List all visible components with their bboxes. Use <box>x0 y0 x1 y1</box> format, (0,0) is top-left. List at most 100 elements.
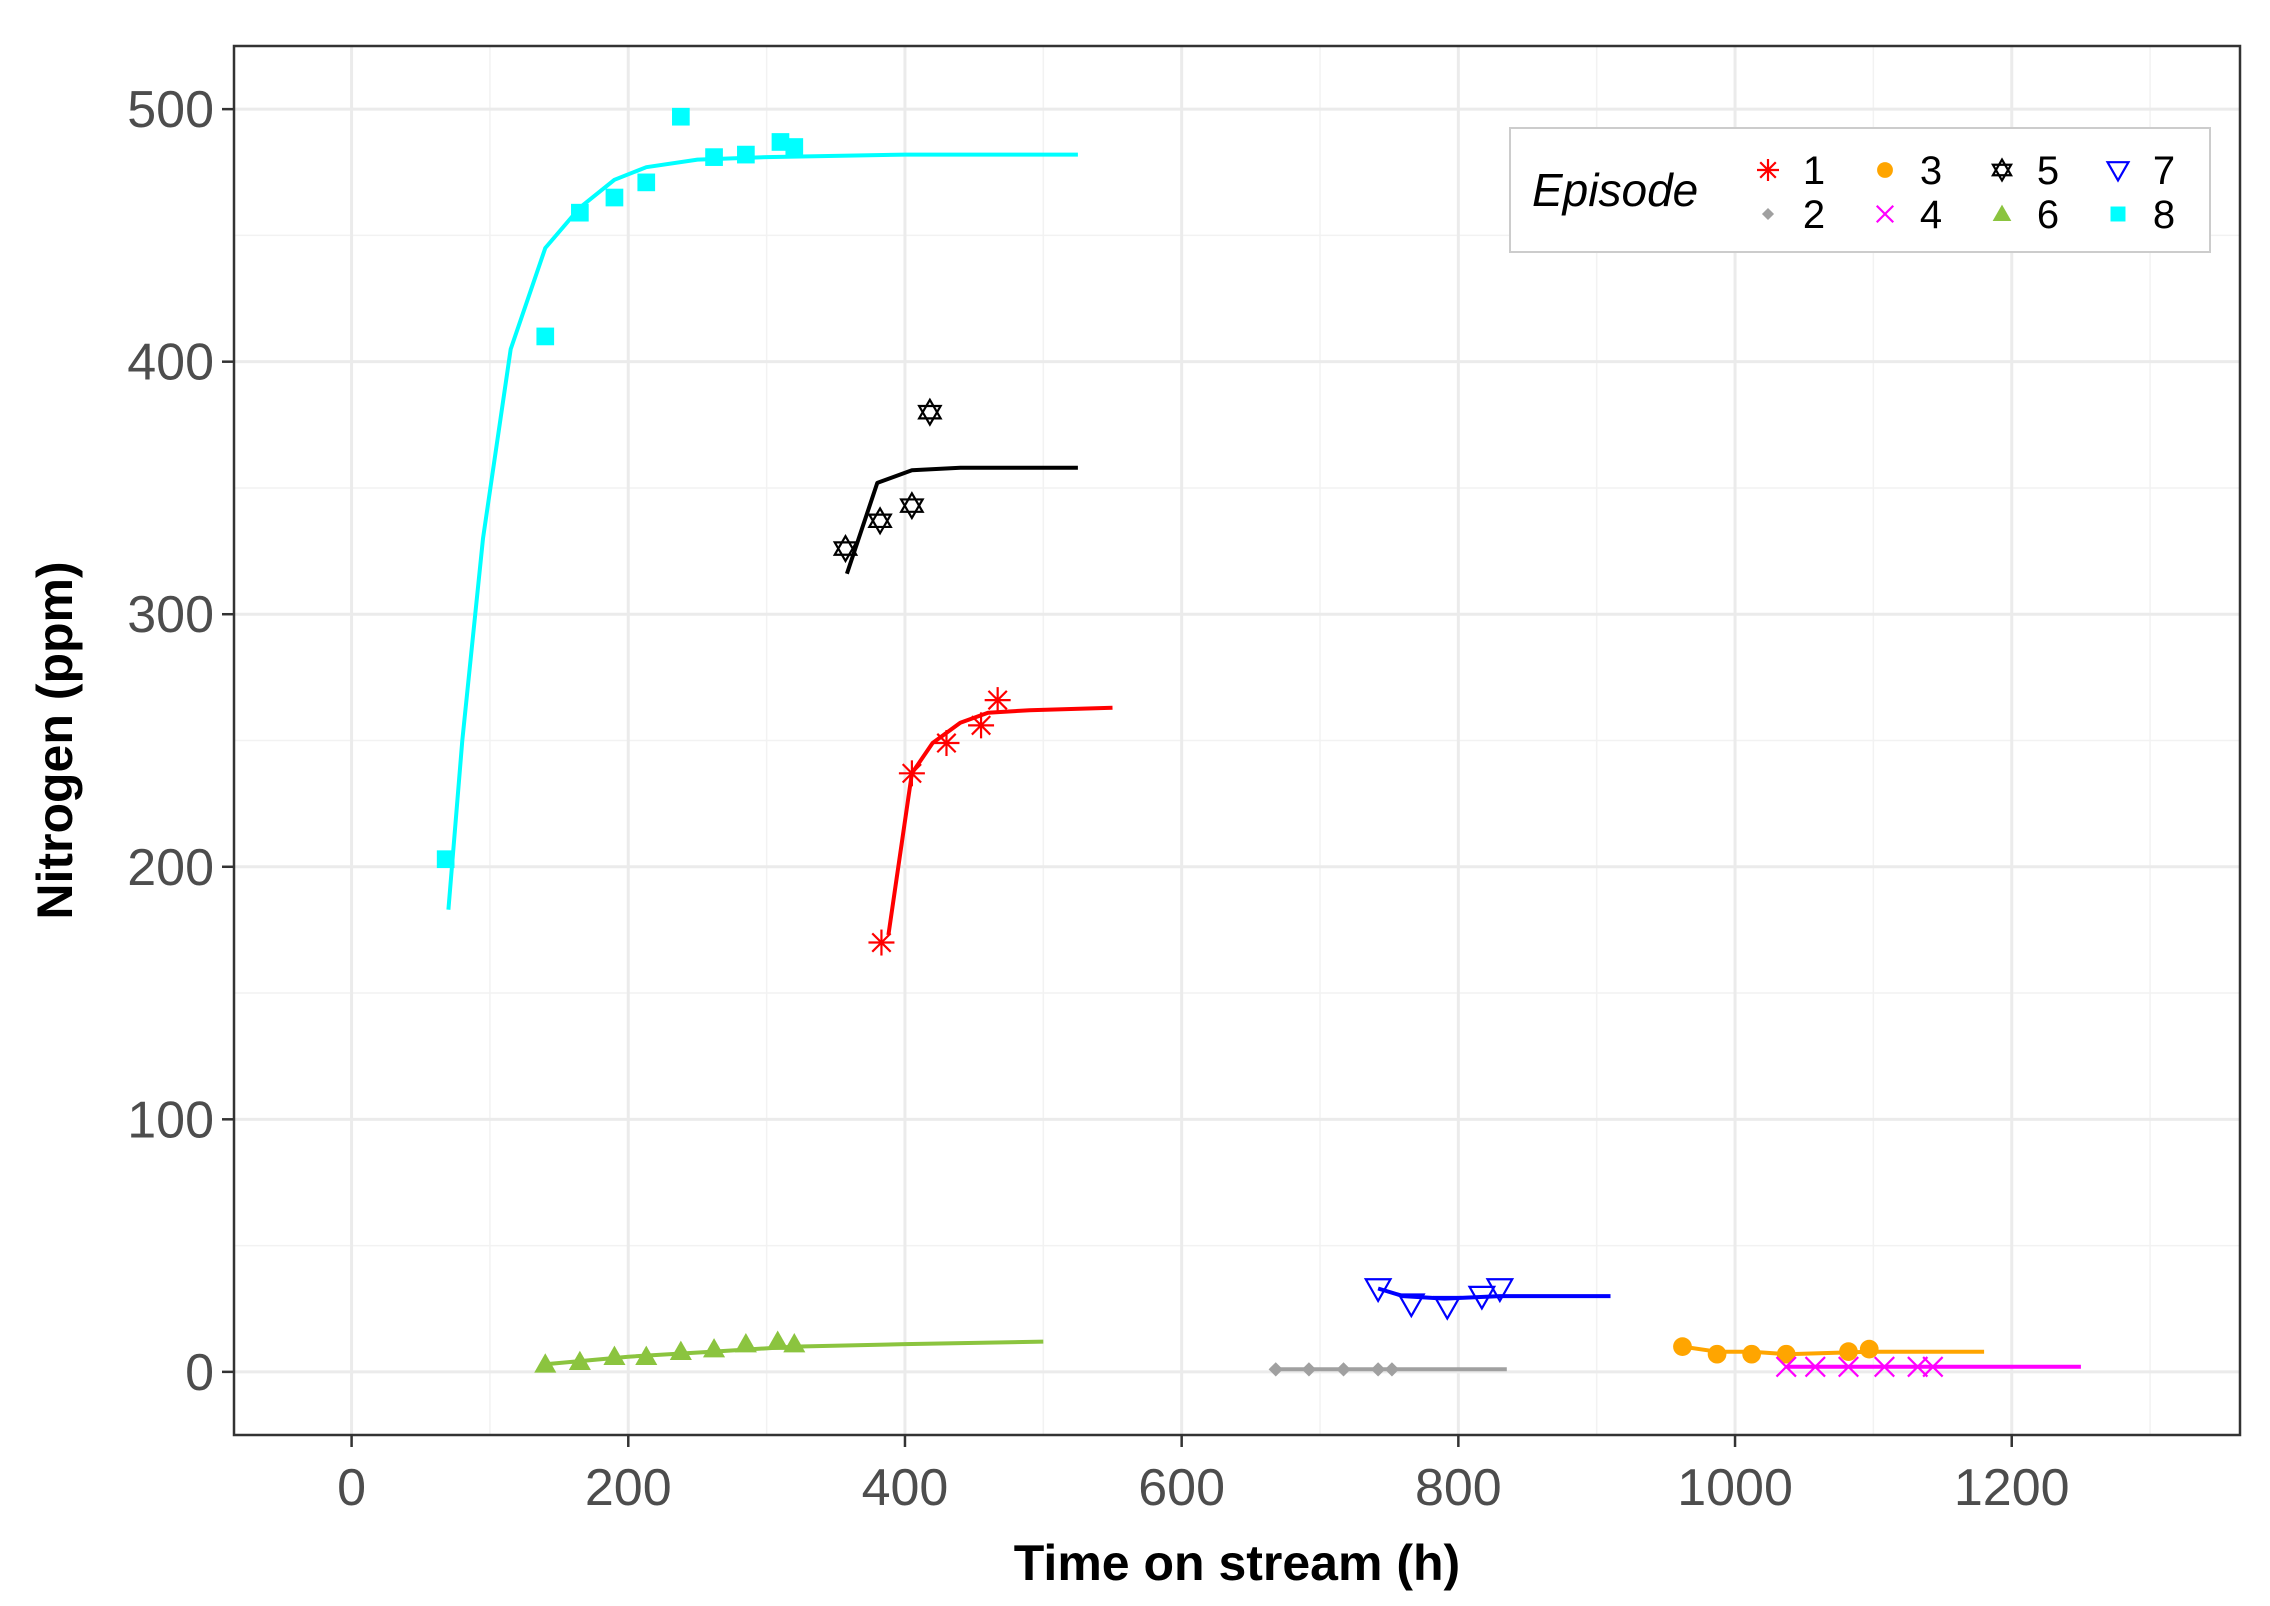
data-point <box>568 1350 591 1371</box>
legend-item-1: 1 <box>1757 149 1825 193</box>
data-point <box>534 1353 557 1373</box>
data-point <box>867 506 893 536</box>
data-point <box>1467 1285 1497 1311</box>
data-point <box>933 730 960 757</box>
data-point <box>635 1345 658 1365</box>
data-point <box>984 687 1011 714</box>
legend-label: 6 <box>2037 193 2059 237</box>
data-point <box>536 327 555 346</box>
gridlines <box>234 46 2240 1435</box>
data-point <box>1268 1362 1283 1377</box>
x-tick-label: 400 <box>862 1459 949 1517</box>
fit-line <box>845 465 1078 575</box>
y-axis-title: Nitrogen (ppm) <box>27 561 83 919</box>
data-point <box>1485 1278 1515 1304</box>
axis-ticks: 0 200 400 600 800 1000 1200 0 100 200 300 400 500 <box>127 81 2069 1517</box>
data-point <box>1397 1293 1426 1319</box>
x-tick-label: 1200 <box>1954 1459 2070 1517</box>
legend-item-4: 4 <box>1875 193 1942 237</box>
data-point <box>785 138 804 156</box>
data-point <box>1922 1356 1944 1378</box>
data-point <box>571 203 589 222</box>
x-tick-label: 0 <box>337 1459 366 1517</box>
y-tick-label: 200 <box>127 839 214 897</box>
data-point <box>1673 1337 1692 1356</box>
data-point <box>2110 206 2126 222</box>
data-point <box>1877 162 1893 178</box>
legend-label: 3 <box>1920 149 1942 193</box>
data-series <box>436 107 2081 1378</box>
legend-item-7: 7 <box>2105 149 2175 193</box>
legend-item-2: 2 <box>1761 193 1825 237</box>
data-point <box>2105 161 2131 183</box>
data-point <box>1839 1342 1858 1362</box>
data-point <box>705 148 723 166</box>
legend-item-8: 8 <box>2110 193 2175 237</box>
data-point <box>1363 1278 1393 1304</box>
y-tick-label: 400 <box>127 334 214 392</box>
legend-label: 2 <box>1803 193 1825 237</box>
legend-label: 8 <box>2153 193 2175 237</box>
data-point <box>1757 159 1779 181</box>
data-point <box>669 1340 692 1360</box>
series-episode-3 <box>1673 1337 1985 1364</box>
data-point <box>737 145 755 164</box>
series-episode-6 <box>534 1330 1044 1373</box>
data-point <box>1761 207 1775 221</box>
data-point <box>868 929 895 956</box>
data-point <box>1875 204 1895 224</box>
data-point <box>1776 1344 1796 1364</box>
legend-item-6: 6 <box>1992 193 2059 237</box>
data-point <box>771 133 790 151</box>
x-tick-label: 1000 <box>1677 1459 1793 1517</box>
data-point <box>1992 204 2012 222</box>
legend-label: 5 <box>2037 149 2059 193</box>
legend: Episode 12 34 56 78 <box>1509 127 2211 253</box>
data-point <box>672 107 690 126</box>
data-point <box>637 173 656 192</box>
series-episode-2 <box>1268 1362 1507 1377</box>
data-point <box>1370 1362 1386 1377</box>
data-point <box>703 1338 726 1358</box>
data-point <box>1433 1295 1462 1321</box>
data-point <box>1301 1362 1317 1377</box>
legend-label: 4 <box>1920 193 1942 237</box>
series-episode-8 <box>436 107 1078 910</box>
data-point <box>1742 1344 1762 1364</box>
x-axis-title: Time on stream (h) <box>1014 1535 1460 1591</box>
legend-item-5: 5 <box>1990 149 2059 193</box>
series-episode-5 <box>832 397 1078 575</box>
data-point <box>1775 1356 1797 1378</box>
series-episode-1 <box>868 687 1113 956</box>
legend-item-3: 3 <box>1877 149 1942 193</box>
y-tick-label: 300 <box>127 586 214 644</box>
data-point <box>1707 1344 1727 1364</box>
fit-line <box>446 152 1078 910</box>
data-point <box>1837 1356 1860 1378</box>
plot-panel-border <box>232 44 2242 1437</box>
legend-box <box>1509 127 2211 253</box>
x-tick-label: 200 <box>585 1459 672 1517</box>
data-point <box>968 712 995 739</box>
data-point <box>1990 157 2014 183</box>
x-tick-label: 800 <box>1415 1459 1502 1517</box>
series-episode-4 <box>1775 1356 2081 1378</box>
legend-label: 7 <box>2153 149 2175 193</box>
x-tick-label: 600 <box>1138 1459 1225 1517</box>
data-point <box>899 491 925 521</box>
fit-line <box>1377 1286 1611 1301</box>
data-point <box>436 850 455 869</box>
data-point <box>605 188 624 207</box>
data-point <box>1873 1356 1895 1378</box>
data-point <box>603 1345 626 1365</box>
data-point <box>734 1333 757 1353</box>
data-point <box>1907 1356 1929 1378</box>
y-tick-label: 0 <box>185 1344 214 1402</box>
series-episode-7 <box>1363 1278 1611 1321</box>
data-point <box>1336 1362 1351 1377</box>
data-point <box>783 1333 806 1353</box>
data-point <box>1859 1339 1879 1359</box>
data-point <box>917 397 943 427</box>
